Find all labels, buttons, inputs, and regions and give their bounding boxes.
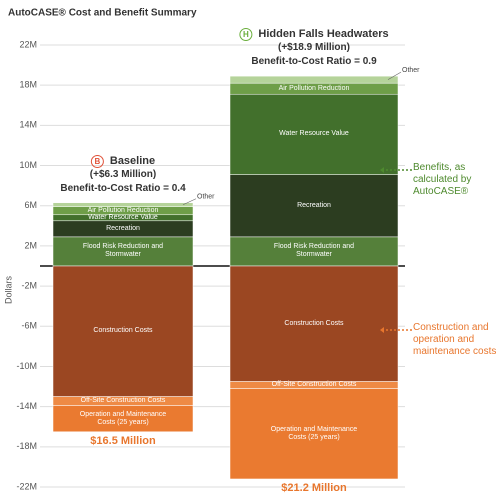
annotation: Benefits, as calculated by AutoCASE® bbox=[413, 162, 472, 197]
segment-label: Operation and Maintenance Costs (25 year… bbox=[270, 425, 358, 441]
leader-line bbox=[182, 198, 197, 205]
y-axis-label: Dollars bbox=[3, 276, 13, 305]
segment-label: Water Resource Value bbox=[279, 130, 349, 138]
y-tick-label: 2M bbox=[24, 240, 37, 250]
segment-label: Flood Risk Reduction and Stormwater bbox=[273, 243, 355, 259]
segment-label: Off-Site Construction Costs bbox=[271, 381, 357, 389]
category-label: Hidden Falls Headwaters bbox=[258, 28, 389, 41]
y-tick-label: 18M bbox=[19, 80, 37, 90]
y-tick-label: -22M bbox=[16, 481, 37, 491]
y-tick-label: -2M bbox=[22, 280, 38, 290]
category-label: Baseline bbox=[109, 154, 156, 167]
segment-label: Recreation bbox=[297, 201, 331, 209]
bar-segment bbox=[229, 388, 399, 480]
y-tick-label: -14M bbox=[16, 401, 37, 411]
benefit-label: (+$6.3 Million) bbox=[89, 168, 157, 180]
y-tick-label: 10M bbox=[19, 160, 37, 170]
y-tick-label: 6M bbox=[24, 200, 37, 210]
bar-title: B Baseline bbox=[90, 154, 156, 168]
segment-label: Construction Costs bbox=[93, 327, 153, 335]
bar-segment bbox=[52, 202, 194, 207]
benefit-label: (+$18.9 Million) bbox=[278, 42, 350, 54]
y-tick-label: -10M bbox=[16, 361, 37, 371]
segment-label: Other bbox=[197, 194, 215, 201]
segment-label: Other bbox=[402, 67, 420, 74]
bar-segment bbox=[52, 265, 194, 397]
annotation: Construction and operation and maintenan… bbox=[413, 322, 497, 357]
badge: H bbox=[239, 28, 253, 42]
leader-line bbox=[387, 71, 402, 80]
y-tick-label: -18M bbox=[16, 441, 37, 451]
segment-label: Water Resource Value bbox=[88, 213, 158, 221]
segment-label: Off-Site Construction Costs bbox=[80, 397, 166, 405]
segment-label: Air Pollution Reduction bbox=[87, 206, 159, 214]
segment-label: Construction Costs bbox=[284, 319, 344, 327]
bar-segment bbox=[229, 93, 399, 175]
ratio-label: Benefit-to-Cost Ratio = 0.9 bbox=[251, 56, 377, 68]
cost-label: $16.5 Million bbox=[90, 434, 156, 447]
bar-segment bbox=[52, 405, 194, 432]
y-tick-label: 22M bbox=[19, 39, 37, 49]
arrow-head bbox=[380, 327, 384, 333]
bar-title: H Hidden Falls Headwaters bbox=[239, 28, 389, 42]
segment-label: Operation and Maintenance Costs (25 year… bbox=[79, 410, 167, 426]
segment-label: Flood Risk Reduction and Stormwater bbox=[82, 243, 164, 259]
bar-segment bbox=[229, 265, 399, 382]
chart-title: AutoCASE® Cost and Benefit Summary bbox=[8, 8, 197, 19]
cost-label: $21.2 Million bbox=[281, 481, 347, 494]
y-tick-label: -6M bbox=[22, 321, 38, 331]
ratio-label: Benefit-to-Cost Ratio = 0.4 bbox=[60, 182, 186, 194]
bar-segment bbox=[229, 174, 399, 238]
arrow-head bbox=[380, 167, 384, 173]
badge: B bbox=[90, 154, 104, 168]
bar-segment bbox=[229, 236, 399, 267]
y-tick-label: 14M bbox=[19, 120, 37, 130]
segment-label: Air Pollution Reduction bbox=[278, 84, 350, 92]
bar-segment bbox=[229, 75, 399, 84]
segment-label: Recreation bbox=[106, 224, 140, 232]
